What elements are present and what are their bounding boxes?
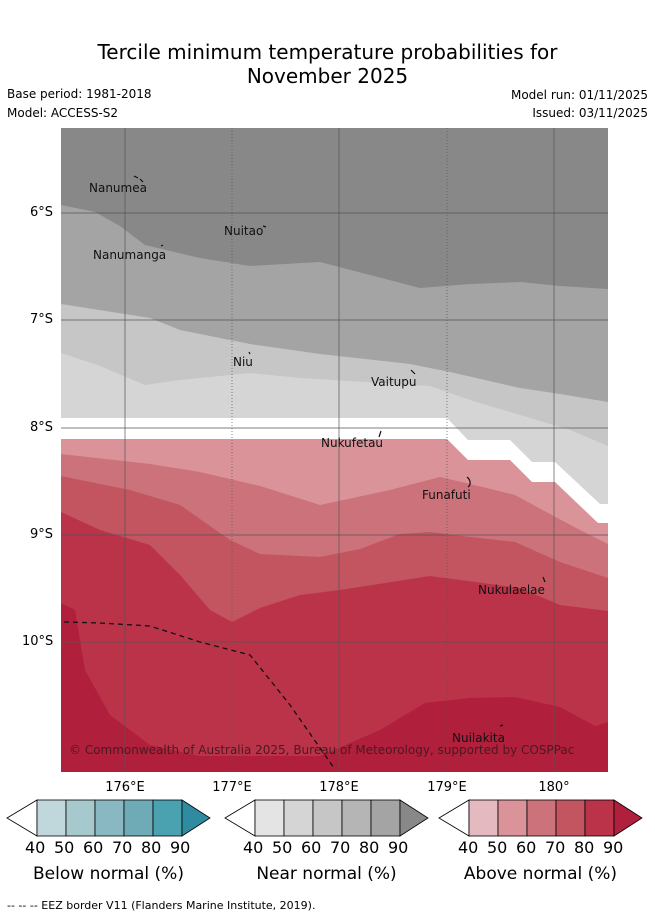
near-colorbar-segment-2	[283, 799, 314, 837]
lon-label-180: 180°	[538, 780, 569, 795]
issued-date: Issued: 03/11/2025	[532, 106, 648, 120]
eez-border-line	[63, 621, 335, 769]
label-niu: Niu	[233, 355, 253, 369]
near-colorbar-segment-4	[341, 799, 372, 837]
map-title: Tercile minimum temperature probabilitie…	[0, 40, 655, 88]
above-tick-60: 60	[516, 838, 537, 857]
above-tick-50: 50	[487, 838, 508, 857]
below-tick-90: 90	[170, 838, 191, 857]
label-funafuti: Funafuti	[422, 488, 471, 502]
below-colorbar-segment-1	[36, 799, 67, 837]
lon-label-176e: 176°E	[105, 780, 145, 795]
near-tick-70: 70	[330, 838, 351, 857]
colorbar-above-normal	[438, 799, 643, 837]
colorbar-near-title: Near normal (%)	[256, 864, 397, 884]
lat-label-10s: 10°S	[22, 634, 54, 649]
island-nuilakita	[499, 724, 504, 727]
above-colorbar-segment-1	[468, 799, 499, 837]
near-tick-80: 80	[359, 838, 380, 857]
above-tick-80: 80	[574, 838, 595, 857]
below-tick-50: 50	[54, 838, 75, 857]
title-line-2: November 2025	[246, 64, 409, 88]
below-tick-60: 60	[83, 838, 104, 857]
island-nanumea	[133, 175, 144, 183]
island-nuitao	[262, 225, 267, 228]
eez-legend-note: -- -- -- EEZ border V11 (Flanders Marine…	[7, 899, 316, 912]
near-colorbar-max-extension	[399, 799, 429, 837]
below-tick-80: 80	[141, 838, 162, 857]
lon-label-178e: 178°E	[319, 780, 359, 795]
label-nuitao: Nuitao	[224, 224, 263, 238]
map-gridlines	[61, 128, 608, 772]
island-niu	[248, 351, 251, 355]
base-period: Base period: 1981-2018	[7, 87, 152, 101]
below-tick-70: 70	[112, 838, 133, 857]
colorbar-below-title: Below normal (%)	[33, 864, 184, 884]
colorbar-below-normal	[6, 799, 211, 837]
island-nukulaelae	[542, 576, 546, 583]
lat-label-9s: 9°S	[30, 527, 54, 542]
near-colorbar-segment-3	[312, 799, 343, 837]
below-tick-40: 40	[25, 838, 46, 857]
title-line-1: Tercile minimum temperature probabilitie…	[97, 40, 558, 64]
label-nukulaelae: Nukulaelae	[478, 583, 545, 597]
islands	[133, 175, 546, 727]
map-field	[61, 128, 608, 772]
below-colorbar-segment-3	[94, 799, 125, 837]
lat-label-7s: 7°S	[30, 312, 54, 327]
lon-label-179e: 179°E	[427, 780, 467, 795]
below-colorbar-min-extension	[6, 799, 38, 837]
colorbar-above-title: Above normal (%)	[463, 864, 618, 884]
near-tick-60: 60	[301, 838, 322, 857]
label-nanumanga: Nanumanga	[93, 248, 166, 262]
label-nanumea: Nanumea	[89, 181, 147, 195]
label-nukufetau: Nukufetau	[321, 436, 383, 450]
above-tick-40: 40	[458, 838, 479, 857]
colorbar-near-normal	[224, 799, 429, 837]
near-colorbar-segment-5	[370, 799, 401, 837]
copyright-notice: © Commonwealth of Australia 2025, Bureau…	[69, 743, 574, 757]
below-colorbar-segment-2	[65, 799, 96, 837]
label-nuilakita: Nuilakita	[452, 731, 505, 745]
above-colorbar-max-extension	[613, 799, 643, 837]
below-colorbar-segment-4	[123, 799, 154, 837]
above-colorbar-segment-5	[584, 799, 615, 837]
near-colorbar-segment-1	[254, 799, 285, 837]
near-tick-50: 50	[272, 838, 293, 857]
near-tick-40: 40	[243, 838, 264, 857]
above-colorbar-min-extension	[438, 799, 470, 837]
below-colorbar-segment-5	[152, 799, 183, 837]
lat-label-6s: 6°S	[30, 205, 54, 220]
above-colorbar-segment-3	[526, 799, 557, 837]
model-run: Model run: 01/11/2025	[510, 88, 648, 102]
near-tick-90: 90	[388, 838, 409, 857]
map-dotted-gridlines	[231, 128, 448, 772]
lat-label-8s: 8°S	[30, 420, 54, 435]
lon-label-177e: 177°E	[212, 780, 252, 795]
model-name: Model: ACCESS-S2	[7, 106, 119, 120]
above-tick-90: 90	[603, 838, 624, 857]
above-colorbar-segment-4	[555, 799, 586, 837]
near-colorbar-min-extension	[224, 799, 256, 837]
island-nanumanga	[160, 244, 164, 247]
island-vaitupu	[410, 369, 416, 375]
above-normal-90-band	[61, 603, 608, 772]
above-colorbar-segment-2	[497, 799, 528, 837]
below-colorbar-max-extension	[181, 799, 211, 837]
label-vaitupu: Vaitupu	[371, 375, 417, 389]
island-funafuti	[466, 476, 471, 488]
island-nukufetau	[378, 430, 382, 438]
above-tick-70: 70	[545, 838, 566, 857]
